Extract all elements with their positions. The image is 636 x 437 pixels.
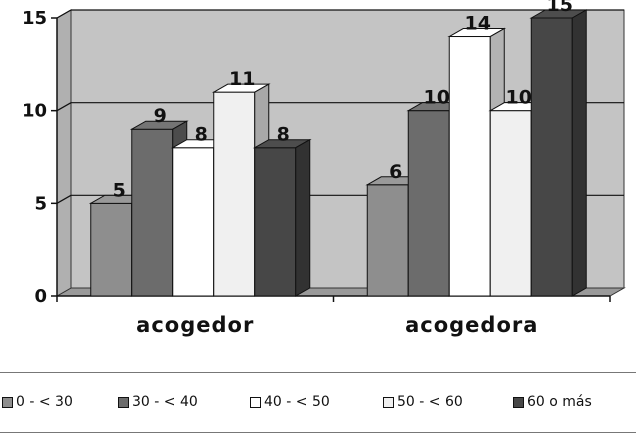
data-label-acogedor-s0: 5	[113, 179, 126, 201]
y-tick-label: 10	[22, 101, 47, 122]
legend-item-40-50: 40 - < 50	[250, 394, 330, 410]
bar-acogedora-s2	[448, 36, 491, 297]
bar-acogedor-s0	[90, 202, 133, 297]
data-label-acogedora-s2: 14	[465, 13, 491, 35]
bar-acogedora-s3	[489, 110, 532, 297]
legend-swatch	[513, 396, 524, 408]
bar-side-acogedora-s4	[571, 9, 587, 297]
legend-bottom-rule	[0, 432, 636, 433]
bar-acogedor-s4	[254, 147, 297, 297]
data-label-acogedora-s1: 10	[424, 87, 450, 109]
bar-acogedora-s0	[366, 184, 409, 297]
plot-side-wall	[56, 9, 72, 297]
legend-item-50-60: 50 - < 60	[383, 394, 463, 410]
x-category-label: acogedora	[405, 313, 538, 337]
data-label-acogedor-s4: 8	[277, 124, 290, 146]
bars-layer	[88, 9, 589, 297]
legend-swatch	[250, 396, 261, 408]
bar-side-acogedor-s4	[295, 138, 311, 297]
gridline-diag	[56, 9, 72, 19]
bar-chart: 0 5 10 15 5 9 8 11 8 acogedor 6 10 14 10 15 acogedora	[22, 0, 626, 337]
labels-layer: 5 9 8 11 8 acogedor 6 10 14 10 15 acogedora	[113, 0, 573, 337]
gridline-diag	[56, 102, 72, 112]
legend-swatch	[383, 396, 394, 408]
legend-swatch	[2, 396, 13, 408]
legend-label: 30 - < 40	[132, 394, 198, 410]
y-tick-label: 0	[34, 286, 47, 307]
data-label-acogedor-s2: 8	[195, 124, 208, 146]
data-label-acogedor-s1: 9	[154, 105, 167, 127]
data-label-acogedora-s4: 15	[547, 0, 573, 16]
y-tick-label: 5	[34, 193, 47, 214]
legend-top-rule	[0, 372, 636, 373]
bar-acogedora-s4	[530, 17, 573, 297]
data-label-acogedora-s3: 10	[506, 87, 532, 109]
legend-item-30-40: 30 - < 40	[118, 394, 198, 410]
y-tick-label: 15	[22, 8, 47, 29]
legend-label: 60 o más	[527, 394, 592, 410]
legend-label: 50 - < 60	[397, 394, 463, 410]
legend-item-60-mas: 60 o más	[513, 394, 592, 410]
data-label-acogedor-s3: 11	[229, 68, 255, 90]
gridline-diag	[56, 194, 72, 204]
legend: 0 - < 30 30 - < 40 40 - < 50 50 - < 60 6…	[0, 384, 636, 424]
legend-swatch	[118, 396, 129, 408]
legend-label: 40 - < 50	[264, 394, 330, 410]
legend-label: 0 - < 30	[16, 394, 73, 410]
bar-acogedor-s2	[172, 147, 215, 297]
bar-acogedora-s1	[407, 110, 450, 297]
data-label-acogedora-s0: 6	[389, 161, 402, 183]
bar-acogedor-s3	[213, 91, 256, 297]
x-category-label: acogedor	[136, 313, 254, 337]
legend-item-0-30: 0 - < 30	[2, 394, 73, 410]
bar-acogedor-s1	[131, 128, 174, 297]
